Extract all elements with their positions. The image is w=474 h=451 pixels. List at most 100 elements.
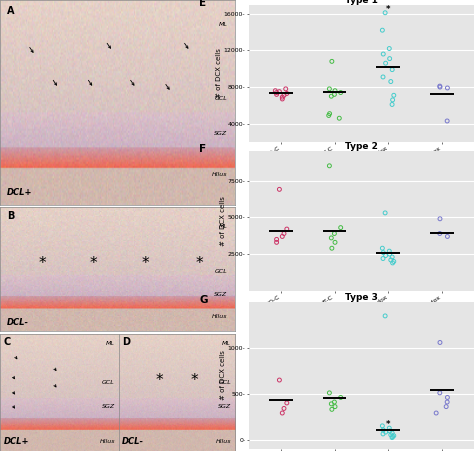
Point: [385, 424, 393, 432]
Text: *: *: [190, 373, 198, 388]
Text: GCL: GCL: [215, 96, 228, 101]
Point: [280, 405, 288, 412]
Point: [382, 209, 389, 216]
Text: *: *: [196, 256, 203, 271]
Point: [331, 91, 338, 98]
Text: G: G: [200, 295, 208, 305]
Y-axis label: # of DCX cells: # of DCX cells: [220, 350, 226, 400]
Text: SGZ: SGZ: [102, 404, 115, 409]
Text: F: F: [200, 144, 207, 154]
Text: DCL-: DCL-: [7, 318, 29, 327]
Point: [279, 95, 286, 102]
Point: [382, 312, 389, 319]
Text: Hilus: Hilus: [212, 172, 228, 177]
Point: [380, 51, 387, 58]
Point: [279, 233, 286, 240]
Point: [326, 110, 333, 117]
Text: Hilus: Hilus: [216, 439, 231, 444]
Point: [282, 85, 290, 92]
Text: *: *: [386, 420, 391, 429]
Text: GCL: GCL: [102, 381, 115, 386]
Point: [385, 248, 393, 255]
Point: [275, 377, 283, 384]
Point: [328, 400, 335, 407]
Point: [328, 244, 336, 252]
Point: [443, 117, 451, 124]
Point: [380, 426, 387, 433]
Point: [279, 93, 286, 101]
Point: [436, 83, 444, 90]
Text: *: *: [155, 373, 163, 388]
Point: [275, 186, 283, 193]
Point: [382, 9, 389, 16]
Text: SGZ: SGZ: [214, 292, 228, 297]
Point: [325, 112, 332, 119]
Point: [336, 115, 343, 122]
Point: [273, 236, 281, 243]
Text: GCL: GCL: [215, 269, 228, 275]
Point: [387, 256, 394, 263]
Point: [388, 434, 396, 441]
Point: [279, 410, 286, 417]
Text: Hilus: Hilus: [212, 314, 228, 319]
Point: [331, 239, 339, 246]
Point: [337, 224, 345, 231]
Point: [273, 89, 281, 96]
Title: Type 2: Type 2: [345, 142, 378, 151]
Point: [388, 101, 396, 108]
Title: Type 1: Type 1: [345, 0, 378, 5]
Point: [385, 45, 393, 52]
Point: [379, 244, 386, 252]
Point: [382, 428, 390, 436]
Y-axis label: # of DCX cells: # of DCX cells: [216, 48, 222, 98]
Point: [444, 394, 451, 401]
Point: [443, 398, 451, 405]
Text: *: *: [142, 256, 149, 271]
Text: *: *: [90, 256, 98, 271]
Point: [379, 430, 387, 437]
Point: [386, 250, 393, 258]
Point: [386, 55, 393, 62]
Point: [283, 226, 291, 233]
Point: [436, 339, 444, 346]
Point: [379, 255, 387, 262]
Point: [331, 403, 339, 410]
Point: [328, 92, 335, 100]
Text: *: *: [386, 5, 391, 14]
Title: Type 3: Type 3: [345, 293, 378, 302]
Point: [387, 431, 394, 438]
Text: DCL+: DCL+: [7, 188, 33, 197]
Point: [432, 410, 440, 417]
Text: D: D: [122, 337, 130, 347]
Point: [326, 85, 333, 92]
Point: [283, 90, 291, 97]
Point: [444, 84, 451, 92]
Text: Hilus: Hilus: [100, 439, 115, 444]
Text: C: C: [3, 337, 11, 347]
Text: SGZ: SGZ: [218, 404, 231, 409]
Text: E: E: [200, 0, 207, 8]
Point: [337, 394, 345, 401]
Point: [280, 230, 288, 237]
Point: [379, 27, 386, 34]
Point: [331, 87, 339, 94]
Point: [390, 432, 398, 439]
Point: [388, 66, 396, 73]
Text: B: B: [7, 211, 14, 221]
Point: [280, 92, 288, 99]
Text: *: *: [38, 256, 46, 271]
Text: ML: ML: [219, 22, 228, 27]
Point: [272, 87, 279, 94]
Point: [389, 259, 396, 267]
Text: DCL+: DCL+: [3, 437, 29, 446]
Point: [390, 92, 398, 99]
Point: [275, 88, 283, 95]
Point: [436, 215, 444, 222]
Point: [436, 230, 444, 237]
Text: A: A: [7, 6, 15, 16]
Point: [326, 389, 333, 396]
Point: [387, 78, 394, 85]
Point: [379, 422, 386, 429]
Point: [273, 91, 281, 98]
Point: [273, 239, 281, 246]
